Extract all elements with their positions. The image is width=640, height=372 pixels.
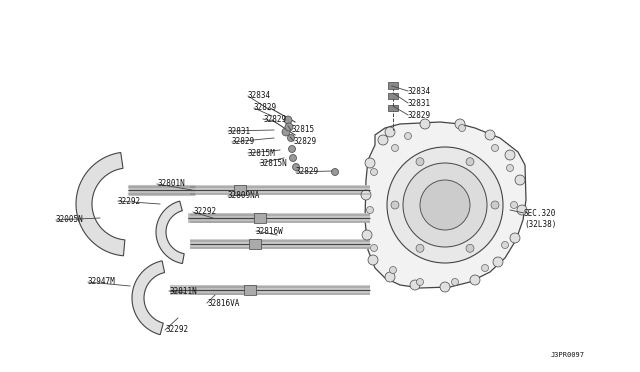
Text: 32834: 32834 <box>408 87 431 96</box>
Circle shape <box>361 190 371 200</box>
Polygon shape <box>156 201 184 263</box>
Circle shape <box>491 201 499 209</box>
Text: 32829: 32829 <box>232 138 255 147</box>
Circle shape <box>387 147 503 263</box>
Text: 32292: 32292 <box>118 196 141 205</box>
Circle shape <box>371 244 378 251</box>
Circle shape <box>287 135 294 141</box>
PathPatch shape <box>365 122 526 288</box>
Circle shape <box>502 241 509 248</box>
Text: 32816W: 32816W <box>256 227 284 235</box>
Circle shape <box>385 272 395 282</box>
Text: 32829: 32829 <box>408 110 431 119</box>
Bar <box>388 105 398 111</box>
Bar <box>249 239 261 249</box>
Text: 32829: 32829 <box>296 167 319 176</box>
Circle shape <box>440 282 450 292</box>
Circle shape <box>392 144 399 151</box>
Text: 32811N: 32811N <box>169 286 196 295</box>
Circle shape <box>289 145 296 153</box>
Bar <box>244 285 256 295</box>
Text: 32815: 32815 <box>291 125 314 135</box>
Text: (32L38): (32L38) <box>524 219 556 228</box>
Text: 32829: 32829 <box>254 103 277 112</box>
Circle shape <box>292 164 300 170</box>
Text: 32831: 32831 <box>228 126 251 135</box>
Circle shape <box>378 135 388 145</box>
Circle shape <box>505 150 515 160</box>
Text: 32831: 32831 <box>408 99 431 108</box>
Text: 32801N: 32801N <box>157 180 185 189</box>
Circle shape <box>284 116 292 124</box>
Circle shape <box>493 257 503 267</box>
Circle shape <box>470 275 480 285</box>
Circle shape <box>367 206 374 214</box>
Bar <box>254 213 266 223</box>
Text: 32005N: 32005N <box>56 215 84 224</box>
Bar <box>388 82 398 89</box>
Circle shape <box>385 127 395 137</box>
Circle shape <box>365 158 375 168</box>
Text: 32834: 32834 <box>248 92 271 100</box>
Circle shape <box>458 125 465 131</box>
Bar <box>388 93 398 99</box>
Circle shape <box>416 158 424 166</box>
Circle shape <box>506 164 513 171</box>
Circle shape <box>362 230 372 240</box>
Text: 32947M: 32947M <box>88 278 116 286</box>
Text: 32829: 32829 <box>294 137 317 145</box>
Circle shape <box>455 119 465 129</box>
Circle shape <box>416 244 424 252</box>
Circle shape <box>466 244 474 252</box>
Text: 32829: 32829 <box>263 115 286 124</box>
Text: 32292: 32292 <box>165 326 188 334</box>
Text: 32815N: 32815N <box>260 158 288 167</box>
Circle shape <box>481 264 488 272</box>
Text: 32815M: 32815M <box>248 148 276 157</box>
Circle shape <box>285 123 293 131</box>
Polygon shape <box>132 261 164 335</box>
Circle shape <box>510 233 520 243</box>
Text: J3PR0097: J3PR0097 <box>551 352 585 358</box>
Circle shape <box>485 130 495 140</box>
Text: 32292: 32292 <box>193 208 216 217</box>
Circle shape <box>515 175 525 185</box>
Polygon shape <box>76 153 125 256</box>
Bar <box>234 185 246 195</box>
Circle shape <box>368 255 378 265</box>
Circle shape <box>371 169 378 176</box>
Circle shape <box>390 266 397 273</box>
Circle shape <box>517 205 527 215</box>
Circle shape <box>410 280 420 290</box>
Circle shape <box>420 119 430 129</box>
Circle shape <box>332 169 339 176</box>
Text: 32816VA: 32816VA <box>207 298 239 308</box>
Circle shape <box>451 279 458 285</box>
Circle shape <box>417 279 424 285</box>
Circle shape <box>403 163 487 247</box>
Circle shape <box>404 132 412 140</box>
Circle shape <box>420 180 470 230</box>
Circle shape <box>289 154 296 161</box>
Circle shape <box>391 201 399 209</box>
Circle shape <box>511 202 518 208</box>
Circle shape <box>466 158 474 166</box>
Text: SEC.320: SEC.320 <box>524 208 556 218</box>
Text: 32809NA: 32809NA <box>228 192 260 201</box>
Circle shape <box>282 128 290 136</box>
Circle shape <box>492 144 499 151</box>
